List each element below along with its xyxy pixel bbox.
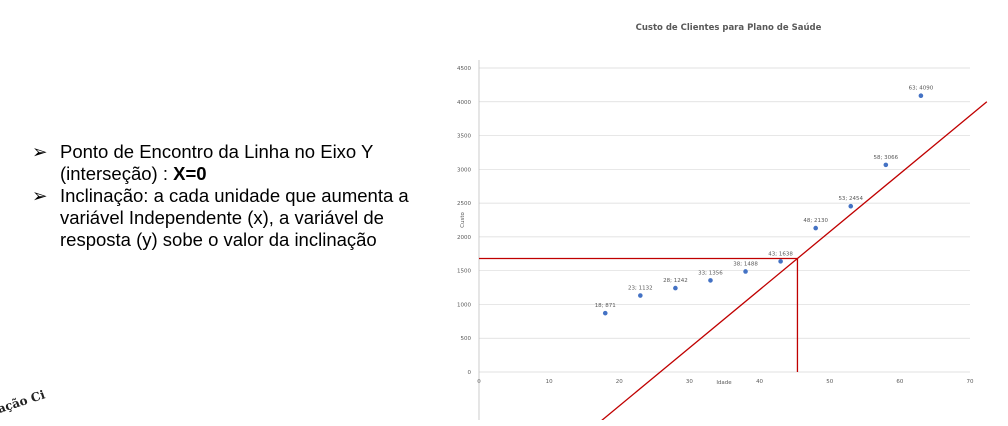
x-tick-label: 30 bbox=[686, 379, 693, 385]
data-label: 38; 1488 bbox=[733, 261, 758, 267]
data-point bbox=[638, 293, 643, 298]
y-tick-label: 4500 bbox=[457, 66, 471, 72]
bullet-intercept-text: Ponto de Encontro da Linha no Eixo Y (in… bbox=[60, 141, 374, 184]
data-point bbox=[883, 162, 889, 168]
x-tick-label: 10 bbox=[546, 379, 553, 385]
y-tick-label: 1000 bbox=[457, 302, 471, 308]
bullet-intercept-bold: X=0 bbox=[173, 163, 207, 184]
y-tick-label: 3500 bbox=[457, 134, 471, 140]
data-label: 33; 1356 bbox=[698, 270, 723, 276]
bullet-list: ➢ Ponto de Encontro da Linha no Eixo Y (… bbox=[32, 141, 432, 251]
y-tick-label: 3000 bbox=[457, 167, 471, 173]
x-tick-label: 60 bbox=[896, 379, 903, 385]
data-label: 28; 1242 bbox=[663, 278, 688, 284]
data-label: 23; 1132 bbox=[628, 286, 653, 292]
x-tick-label: 40 bbox=[756, 379, 763, 385]
bullet-slope-text: Inclinação: a cada unidade que aumenta a… bbox=[60, 185, 409, 250]
data-point bbox=[673, 285, 678, 291]
data-point bbox=[813, 225, 818, 231]
data-label: 58; 3066 bbox=[874, 155, 899, 161]
bullet-intercept: ➢ Ponto de Encontro da Linha no Eixo Y (… bbox=[32, 141, 432, 185]
y-tick-label: 1500 bbox=[457, 269, 471, 275]
data-label: 43; 1638 bbox=[768, 251, 793, 257]
arrow-bullet-icon: ➢ bbox=[32, 185, 48, 206]
y-tick-label: 0 bbox=[468, 370, 472, 376]
data-label: 63; 4090 bbox=[909, 86, 934, 92]
data-label: 48; 2130 bbox=[803, 218, 828, 224]
data-point bbox=[918, 93, 924, 98]
y-tick-label: 500 bbox=[461, 336, 472, 342]
y-tick-label: 2500 bbox=[457, 201, 471, 207]
data-point bbox=[743, 269, 748, 274]
data-point bbox=[708, 278, 713, 283]
data-point bbox=[602, 310, 608, 316]
data-point bbox=[848, 203, 854, 209]
chart-title: Custo de Clientes para Plano de Saúde bbox=[636, 23, 822, 33]
data-point bbox=[778, 259, 783, 264]
arrow-bullet-icon: ➢ bbox=[32, 141, 48, 162]
x-axis-title: Idade bbox=[716, 380, 732, 386]
x-tick-label: 70 bbox=[967, 379, 974, 385]
x-tick-label: 50 bbox=[826, 379, 833, 385]
data-label: 53; 2454 bbox=[838, 196, 863, 202]
bullet-slope: ➢ Inclinação: a cada unidade que aumenta… bbox=[32, 185, 432, 251]
x-tick-label: 20 bbox=[616, 379, 623, 385]
trend-line bbox=[601, 101, 988, 420]
data-label: 18; 871 bbox=[595, 303, 616, 309]
y-axis-title: Custo bbox=[460, 212, 466, 228]
y-tick-label: 2000 bbox=[457, 235, 471, 241]
y-tick-label: 4000 bbox=[457, 100, 471, 106]
